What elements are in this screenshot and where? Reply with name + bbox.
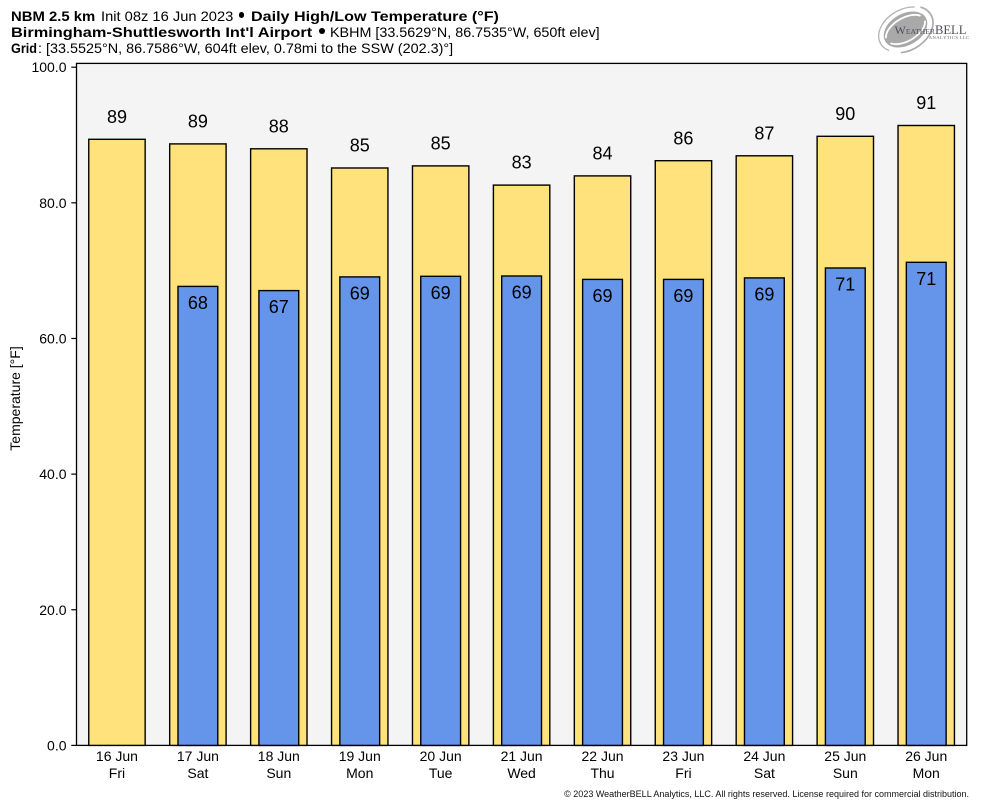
svg-text:WEATHERBELL: WEATHERBELL (895, 23, 967, 37)
svg-text:71: 71 (916, 269, 936, 289)
svg-text:A N A L Y T I C S L L C: A N A L Y T I C S L L C (929, 35, 969, 40)
svg-text:Mon: Mon (346, 765, 373, 781)
svg-text:0.0: 0.0 (47, 737, 67, 753)
svg-text:Wed: Wed (507, 765, 536, 781)
svg-text:86: 86 (673, 128, 693, 148)
svg-text:Sat: Sat (754, 765, 775, 781)
svg-text:90: 90 (835, 104, 855, 124)
svg-text:24 Jun: 24 Jun (743, 748, 785, 764)
svg-text:Temperature [°F]: Temperature [°F] (7, 346, 23, 450)
svg-text:69: 69 (431, 283, 451, 303)
svg-text:85: 85 (431, 134, 451, 154)
svg-text:26 Jun: 26 Jun (905, 748, 947, 764)
svg-text:19 Jun: 19 Jun (339, 748, 381, 764)
svg-text:40.0: 40.0 (39, 466, 66, 482)
svg-text:89: 89 (107, 107, 127, 127)
svg-text:16 Jun: 16 Jun (96, 748, 138, 764)
svg-text:17 Jun: 17 Jun (177, 748, 219, 764)
svg-text:Sat: Sat (187, 765, 208, 781)
svg-text:20.0: 20.0 (39, 602, 66, 618)
svg-text:Sun: Sun (833, 765, 858, 781)
svg-text:69: 69 (673, 286, 693, 306)
svg-text:85: 85 (350, 136, 370, 156)
svg-text:69: 69 (593, 286, 613, 306)
svg-text:Mon: Mon (913, 765, 940, 781)
svg-text:69: 69 (754, 284, 774, 304)
svg-text:89: 89 (188, 112, 208, 132)
svg-text:67: 67 (269, 297, 289, 317)
svg-text:21 Jun: 21 Jun (501, 748, 543, 764)
svg-text:71: 71 (835, 275, 855, 295)
svg-text:83: 83 (512, 153, 532, 173)
svg-text:Fri: Fri (675, 765, 691, 781)
svg-text:69: 69 (512, 283, 532, 303)
svg-text:25 Jun: 25 Jun (824, 748, 866, 764)
svg-text:Sun: Sun (266, 765, 291, 781)
svg-text:87: 87 (754, 123, 774, 143)
svg-text:69: 69 (350, 283, 370, 303)
svg-text:18 Jun: 18 Jun (258, 748, 300, 764)
svg-text:80.0: 80.0 (39, 195, 66, 211)
svg-text:100.0: 100.0 (31, 59, 66, 75)
svg-text:20 Jun: 20 Jun (420, 748, 462, 764)
svg-text:84: 84 (593, 144, 613, 164)
svg-text:Thu: Thu (590, 765, 614, 781)
svg-text:60.0: 60.0 (39, 330, 66, 346)
svg-text:88: 88 (269, 116, 289, 136)
svg-text:Fri: Fri (109, 765, 125, 781)
svg-text:91: 91 (916, 93, 936, 113)
svg-text:Tue: Tue (429, 765, 453, 781)
svg-text:68: 68 (188, 293, 208, 313)
svg-text:22 Jun: 22 Jun (582, 748, 624, 764)
svg-text:23 Jun: 23 Jun (662, 748, 704, 764)
